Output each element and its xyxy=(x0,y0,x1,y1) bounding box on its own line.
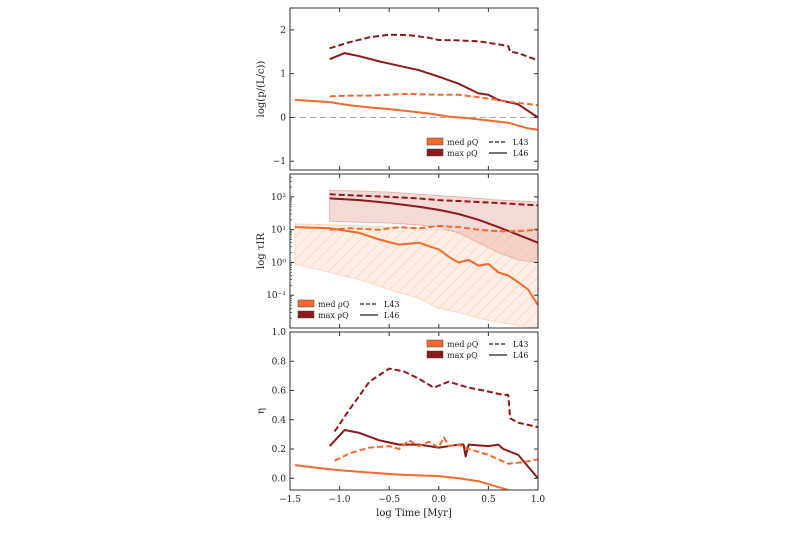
legend-swatch xyxy=(426,339,444,348)
legend-swatch xyxy=(297,310,315,319)
y-tick-label: 10² xyxy=(271,193,286,203)
y-tick-label: 0.4 xyxy=(272,416,287,426)
y-tick-label: 10⁻¹ xyxy=(266,291,286,301)
y-tick-label: 0.6 xyxy=(272,387,287,397)
series-line xyxy=(333,367,538,433)
legend-swatch xyxy=(426,148,444,157)
legend-swatch xyxy=(297,299,315,308)
legend-label: med ρQ xyxy=(318,300,350,309)
band-hatch xyxy=(295,223,538,328)
panel-2: 10⁻¹ 10⁰ 10¹ 10² log τIR med ρQ max ρQ L43 L46 xyxy=(256,173,539,329)
legend-label: max ρQ xyxy=(447,149,478,158)
series-line xyxy=(294,226,538,306)
legend-label: L46 xyxy=(384,311,400,320)
series-line xyxy=(329,197,538,244)
legend-swatch xyxy=(426,350,444,359)
legend-label: L43 xyxy=(384,300,400,309)
legend: med ρQ max ρQ L43 L46 xyxy=(297,299,400,320)
y-tick-label: 10⁰ xyxy=(271,258,286,268)
x-tick-label: −0.5 xyxy=(378,495,400,505)
x-tick-label: −1.5 xyxy=(279,495,301,505)
legend: med ρQ max ρQ L43 L46 xyxy=(426,137,529,158)
y-tick-label: 1 xyxy=(280,70,286,80)
x-tick-label: 1.0 xyxy=(531,495,546,505)
y-tick-label: 0.0 xyxy=(272,474,287,484)
y-tick-label: 0.2 xyxy=(272,445,286,455)
legend-label: L46 xyxy=(513,149,529,158)
legend-label: med ρQ xyxy=(447,340,479,349)
legend-label: L43 xyxy=(513,340,529,349)
x-tick-label: −1.0 xyxy=(329,495,351,505)
y-axis-label: log(p/(L/c)) xyxy=(256,61,267,118)
x-tick-label: 0.5 xyxy=(481,495,496,505)
axes-frame xyxy=(289,7,539,171)
axes-frame xyxy=(289,173,539,329)
y-tick-label: −1 xyxy=(273,157,286,167)
y-tick-label: 0 xyxy=(280,113,286,123)
legend-label: max ρQ xyxy=(447,351,478,360)
series-line xyxy=(294,98,538,131)
series-line xyxy=(329,224,538,233)
legend-label: med ρQ xyxy=(447,138,479,147)
series-line xyxy=(294,464,509,490)
y-tick-label: 1.0 xyxy=(272,328,287,338)
series-line xyxy=(329,92,538,107)
legend-label: max ρQ xyxy=(318,311,349,320)
plot-area-3 xyxy=(294,367,538,490)
panel-1: −1 0 1 2 log(p/(L/c)) med ρQ max ρQ L43 L46 xyxy=(256,7,539,171)
series-line xyxy=(329,52,538,119)
axes-frame xyxy=(289,331,539,491)
legend-swatch xyxy=(426,137,444,146)
y-tick-label: 2 xyxy=(280,26,286,36)
x-tick-label: 0.0 xyxy=(432,495,447,505)
y-tick-label: 0.8 xyxy=(272,357,287,367)
series-line xyxy=(329,193,538,207)
series-line xyxy=(329,33,538,62)
legend-label: L46 xyxy=(513,351,529,360)
y-axis-label: η xyxy=(256,408,267,414)
legend: med ρQ max ρQ L43 L46 xyxy=(426,339,529,360)
panel-3: 0.0 0.2 0.4 0.6 0.8 1.0 −1.5 −1.0 −0.5 0.0 0.5 1.0 η… xyxy=(256,328,545,519)
y-tick-label: 10¹ xyxy=(271,226,286,236)
series-line xyxy=(334,436,538,465)
legend-label: L43 xyxy=(513,138,529,147)
x-axis-label: log Time [Myr] xyxy=(376,508,452,519)
plot-area-1 xyxy=(290,33,538,131)
plot-area-2 xyxy=(294,189,538,328)
y-axis-label: log τIR xyxy=(256,233,267,269)
